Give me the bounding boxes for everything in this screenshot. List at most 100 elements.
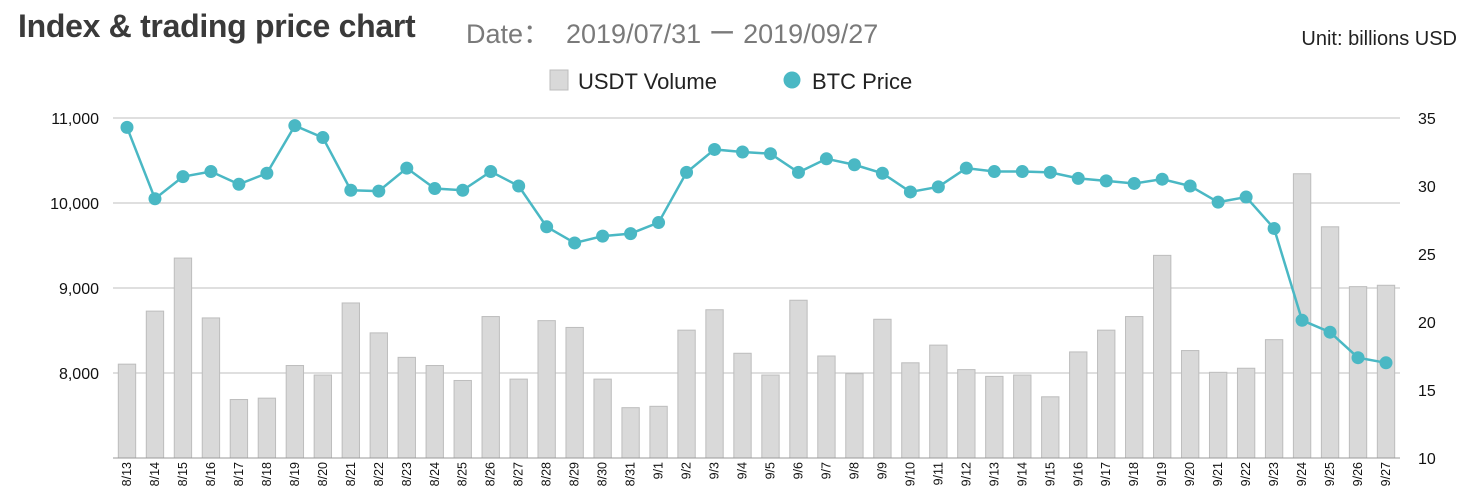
x-tick-label: 8/29 [568, 462, 582, 486]
price-point [1267, 222, 1281, 235]
price-point [791, 165, 805, 179]
price-point [316, 131, 330, 145]
y-tick-right: 25 [1418, 247, 1436, 264]
x-tick-label: 9/27 [1379, 462, 1393, 486]
price-point [400, 161, 414, 175]
volume-bar [761, 374, 780, 459]
volume-bar [369, 332, 388, 459]
price-point [148, 192, 162, 206]
x-tick-label: 9/16 [1071, 462, 1085, 486]
gridlines [113, 117, 1400, 374]
x-tick-label: 9/22 [1239, 462, 1253, 486]
x-tick-label: 9/17 [1099, 462, 1113, 486]
x-tick-label: 9/13 [987, 462, 1001, 486]
volume-bar [1125, 316, 1144, 459]
y-tick-left: 9,000 [59, 281, 99, 298]
price-series-line [125, 124, 1387, 365]
x-tick-label: 8/15 [176, 462, 190, 486]
price-point [1099, 174, 1113, 188]
price-point [260, 166, 274, 180]
x-tick-label: 8/31 [624, 462, 638, 486]
volume-bar [1013, 374, 1032, 459]
price-point [540, 220, 554, 234]
legend-swatch-price [783, 71, 801, 89]
y-tick-left: 8,000 [59, 366, 99, 383]
y-tick-right: 10 [1418, 451, 1436, 468]
volume-bar [313, 374, 333, 459]
legend-label-price: BTC Price [812, 69, 912, 94]
price-point [1155, 172, 1169, 186]
x-tick-label: 9/12 [959, 462, 973, 486]
price-point [1239, 190, 1253, 204]
price-point [624, 227, 638, 241]
x-tick-label: 8/26 [484, 462, 498, 486]
x-tick-label: 8/19 [288, 462, 302, 486]
y-tick-right: 30 [1418, 179, 1436, 196]
x-tick-label: 9/2 [680, 462, 694, 479]
price-point [484, 165, 498, 179]
volume-bar [957, 369, 976, 459]
price-point [428, 182, 442, 196]
volume-bar [621, 407, 640, 459]
price-point [1015, 165, 1029, 179]
price-point [288, 119, 302, 133]
price-point [596, 229, 610, 243]
volume-bar [257, 397, 277, 459]
x-tick-label: 9/21 [1211, 462, 1225, 486]
y-tick-left: 11,000 [51, 111, 99, 128]
price-point [568, 236, 582, 250]
volume-bar [1348, 286, 1368, 459]
x-tick-label: 9/4 [736, 462, 750, 479]
price-point [512, 179, 526, 193]
date-label: Date： [466, 19, 551, 49]
price-point [232, 177, 246, 191]
volume-bars [117, 173, 1396, 459]
x-tick-label: 9/1 [652, 462, 666, 479]
x-tick-label: 8/20 [316, 462, 330, 486]
volume-bar [985, 375, 1004, 459]
volume-bar [873, 318, 892, 459]
price-point [736, 145, 750, 159]
volume-bar [341, 302, 360, 459]
price-point [372, 184, 386, 198]
x-tick-label: 8/30 [596, 462, 610, 486]
price-point [176, 170, 190, 184]
price-point [120, 120, 134, 134]
legend: USDT Volume BTC Price [549, 69, 912, 94]
legend-swatch-volume [549, 69, 569, 91]
price-point [1183, 179, 1197, 193]
price-point [344, 183, 358, 197]
volume-bar [397, 356, 416, 459]
x-tick-label: 9/26 [1351, 462, 1365, 486]
price-point [652, 216, 666, 230]
date-range: 2019/07/31 ー 2019/09/27 [566, 19, 879, 49]
price-point [1127, 176, 1141, 190]
x-tick-label: 8/16 [204, 462, 218, 486]
volume-bar [565, 326, 584, 459]
volume-bar [145, 310, 165, 459]
x-tick-label: 9/9 [875, 462, 889, 479]
x-tick-label: 8/23 [400, 462, 414, 486]
volume-bar [901, 362, 920, 459]
volume-bar [677, 329, 696, 459]
price-point [708, 142, 722, 156]
volume-bar [117, 363, 137, 459]
volume-bar [1180, 350, 1200, 459]
x-tick-label: 8/18 [260, 462, 274, 486]
x-tick-label: 9/23 [1267, 462, 1281, 486]
x-tick-label: 8/27 [512, 462, 526, 486]
price-point [1043, 165, 1057, 179]
y-tick-right: 20 [1418, 315, 1436, 332]
volume-bar [229, 399, 249, 459]
price-point [763, 147, 777, 161]
price-point [204, 165, 218, 179]
volume-bar [173, 257, 193, 459]
price-point [1211, 195, 1225, 209]
volume-bar [817, 355, 836, 459]
x-tick-label: 9/7 [819, 462, 833, 479]
x-tick-label: 9/8 [847, 462, 861, 479]
price-point [875, 166, 889, 180]
price-point [959, 161, 973, 175]
x-tick-label: 8/25 [456, 462, 470, 486]
